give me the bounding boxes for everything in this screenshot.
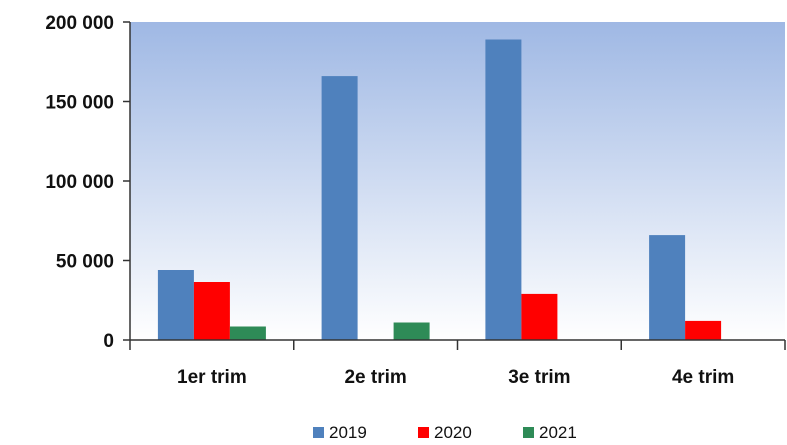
bar-2020-1: [193, 282, 230, 340]
x-tick-label: 1er trim: [177, 367, 247, 388]
y-tick-label: 100 000: [45, 172, 114, 193]
bar-2020-4: [685, 320, 722, 340]
x-tick-label: 3e trim: [508, 367, 570, 388]
x-tick-label: 4e trim: [672, 367, 734, 388]
legend-swatch-2020: [418, 427, 429, 438]
y-tick-label: 50 000: [56, 252, 114, 273]
bar-2021-1: [229, 326, 266, 340]
bar-2019-3: [485, 39, 522, 340]
bar-2019-2: [321, 76, 358, 340]
bar-2019-4: [649, 235, 686, 340]
bar-2020-3: [521, 293, 558, 340]
y-tick-label: 150 000: [45, 93, 114, 114]
legend-label-2021: 2021: [539, 423, 577, 442]
bar-2021-2: [393, 322, 430, 340]
bar-2019-1: [157, 270, 194, 340]
legend-swatch-2019: [313, 427, 324, 438]
x-tick-label: 2e trim: [344, 367, 406, 388]
y-tick-label: 0: [103, 331, 114, 352]
y-tick-label: 200 000: [45, 13, 114, 34]
legend-swatch-2021: [523, 427, 534, 438]
legend-label-2019: 2019: [329, 423, 367, 442]
legend-label-2020: 2020: [434, 423, 472, 442]
